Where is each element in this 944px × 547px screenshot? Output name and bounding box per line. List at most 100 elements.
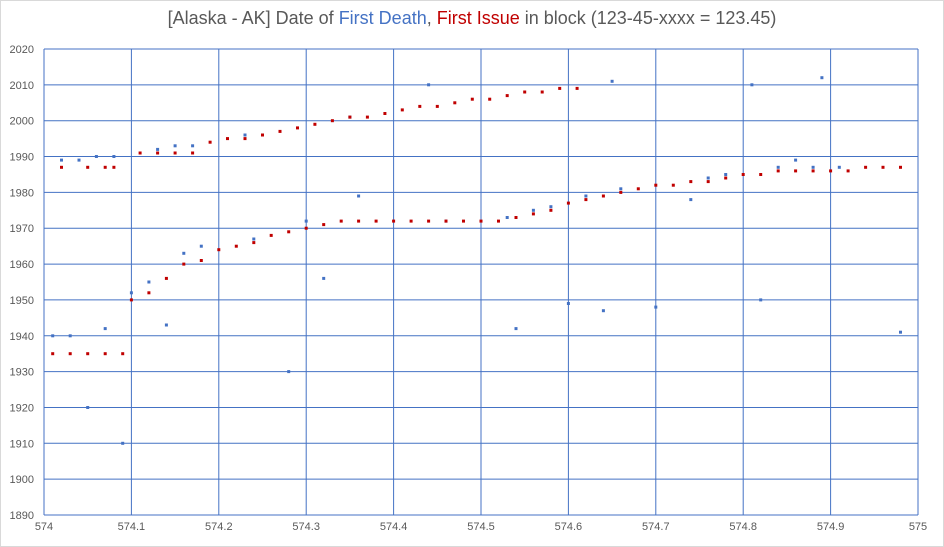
first-death-point [112,155,116,158]
x-tick-label: 574 [35,521,53,533]
y-tick-label: 1960 [10,259,34,271]
first-issue-point [296,126,299,130]
first-issue-point [575,86,579,90]
first-issue-point [269,233,273,237]
first-death-point [287,370,291,374]
title-series-first-death: First Death [338,8,427,28]
x-tick-label: 574.2 [205,521,233,533]
first-issue-point [724,176,728,180]
first-death-point [610,79,614,83]
first-death-point [173,144,177,148]
x-axis-tick-labels: 574 574.1 574.2 574.3 574.4 574.5 574.6 574.7 57… [35,521,927,533]
first-death-point [199,244,203,248]
first-issue-point [671,183,675,187]
first-issue-point [217,248,221,252]
first-issue-point [129,298,133,302]
y-tick-label: 1950 [10,295,34,307]
x-tick-label: 574.1 [118,521,146,533]
first-issue-point [427,219,431,223]
chart-title: [Alaska - AK] Date of First Death, First… [0,8,944,29]
y-tick-label: 2000 [10,116,34,128]
first-death-point [304,219,308,223]
first-death-point [619,187,623,191]
y-tick-label: 1910 [10,438,34,450]
first-issue-point [103,165,107,169]
first-issue-point [523,90,527,94]
first-death-point [182,251,186,255]
title-suffix: in block (123-45-xxxx = 123.45) [519,8,777,28]
first-issue-point [741,173,745,176]
first-death-point [357,194,361,198]
first-issue-point [182,262,186,266]
first-death-point [427,83,431,87]
first-issue-point [418,104,422,108]
first-issue-point [759,173,763,176]
first-issue-point [654,183,658,187]
first-death-point [724,173,728,176]
y-tick-label: 1980 [10,187,34,199]
first-issue-point [435,104,439,108]
y-tick-label: 2020 [10,44,34,56]
first-death-point [94,155,98,158]
first-death-point [584,194,588,198]
first-issue-point [462,219,465,223]
first-death-point [899,330,902,334]
first-issue-point [558,86,562,90]
first-death-point [601,309,605,313]
first-issue-point [549,208,553,212]
first-issue-point [234,244,238,248]
first-issue-point [899,165,902,169]
x-tick-label: 574.5 [467,521,495,533]
first-issue-point [706,180,710,184]
first-issue-point [470,97,474,101]
first-death-point [322,276,326,280]
first-issue-point [51,352,55,356]
first-issue-point [243,137,247,141]
first-issue-point [199,259,203,262]
x-tick-label: 574.8 [729,521,757,533]
first-issue-point [330,119,334,123]
first-issue-point [103,352,107,356]
title-series-first-issue: First Issue [436,8,520,28]
first-issue-point [374,219,378,223]
first-issue-point [112,165,116,169]
first-issue-point [505,94,509,98]
first-issue-point [392,219,396,223]
first-issue-point [776,169,780,173]
first-issue-point [365,115,369,119]
first-death-point [147,280,151,284]
first-death-point [121,441,125,445]
y-tick-label: 1920 [10,402,34,414]
first-issue-point [173,151,177,155]
first-issue-point [619,190,623,194]
x-tick-label: 575 [909,521,927,533]
first-death-point [820,76,824,80]
gridlines [43,48,919,516]
first-death-point [156,147,160,151]
data-points [51,76,902,445]
first-issue-point [252,241,256,245]
first-issue-point [313,122,317,126]
first-death-point [654,305,658,309]
first-death-point [77,158,81,162]
first-issue-point [794,169,798,173]
first-death-point [794,158,798,162]
first-issue-point [497,219,500,223]
first-issue-point [584,198,588,202]
first-issue-point [208,140,212,144]
first-death-point [566,302,570,305]
first-issue-point [881,165,885,169]
first-death-point [252,237,256,241]
first-issue-point [86,165,90,169]
first-issue-point [156,151,160,155]
first-death-point [750,83,754,87]
first-issue-point [636,187,640,191]
x-tick-label: 574.6 [555,521,583,533]
first-issue-point [304,226,308,230]
first-issue-point [138,151,142,155]
first-death-point [706,176,710,180]
first-death-point [776,165,780,169]
first-death-point [129,291,133,295]
first-issue-point [514,216,518,219]
